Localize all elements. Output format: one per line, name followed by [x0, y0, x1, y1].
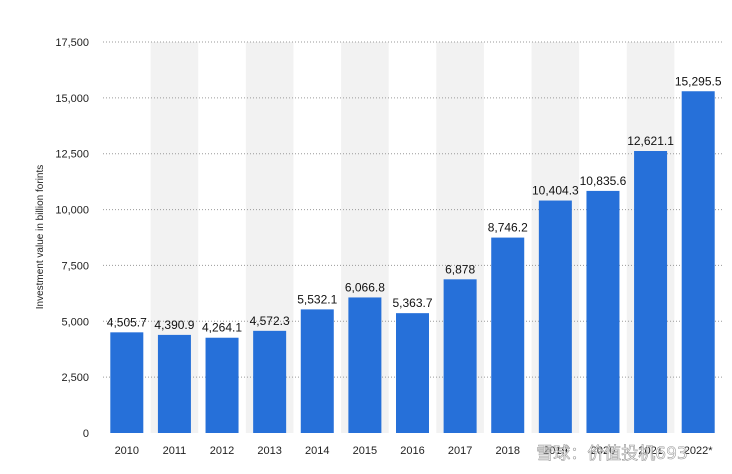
- x-tick-label: 2012: [210, 445, 234, 457]
- data-label: 6,066.8: [345, 280, 385, 294]
- bar-2021: [634, 151, 668, 434]
- y-tick-label: 10,000: [55, 205, 89, 217]
- y-tick-label: 0: [83, 428, 89, 440]
- data-label: 10,404.3: [532, 184, 579, 198]
- y-tick-label: 12,500: [55, 149, 89, 161]
- x-tick-label: 2016: [400, 445, 424, 457]
- data-label: 4,505.7: [107, 315, 147, 329]
- x-tick-label: 2014: [305, 445, 329, 457]
- bar-2013: [253, 330, 287, 433]
- data-label: 8,746.2: [488, 221, 528, 235]
- bar-2014: [300, 309, 334, 433]
- bar-2016: [396, 313, 429, 433]
- data-label: 6,878: [445, 262, 475, 276]
- x-tick-label: 2011: [163, 445, 187, 457]
- x-axis-ticks: 2010 2011 2012 2013 2014 2015 2016 2017 2018 2019…: [115, 445, 714, 457]
- x-tick-label: 2018: [495, 445, 519, 457]
- x-tick-label: 2017: [448, 445, 472, 457]
- bar-2020: [586, 190, 620, 433]
- bar-2012: [205, 337, 239, 433]
- data-label: 5,363.7: [392, 296, 432, 310]
- bar-2015: [348, 297, 382, 433]
- y-axis-ticks: 0 2,500 5,000 7,500 10,000 12,500 15,000 17,500: [55, 37, 89, 440]
- data-label: 10,835.6: [580, 174, 627, 188]
- x-tick-label: 2013: [257, 445, 281, 457]
- x-tick-label: 2020: [591, 445, 615, 457]
- y-tick-label: 17,500: [55, 37, 89, 49]
- data-label: 4,390.9: [154, 318, 194, 332]
- x-tick-label: 2010: [115, 445, 139, 457]
- x-tick-label: 2021: [638, 445, 662, 457]
- data-label: 15,295.5: [675, 74, 722, 88]
- bar-2017: [443, 279, 477, 433]
- y-tick-label: 15,000: [55, 93, 89, 105]
- bar-2011: [157, 334, 191, 433]
- x-tick-label: 2015: [353, 445, 377, 457]
- bars: [110, 91, 715, 434]
- bar-2010: [110, 332, 144, 433]
- bar-2022*: [681, 91, 715, 434]
- bar-2018: [491, 237, 525, 433]
- x-tick-label: 2019: [543, 445, 567, 457]
- data-label: 5,532.1: [297, 292, 337, 306]
- y-tick-label: 5,000: [61, 316, 89, 328]
- data-label: 4,572.3: [250, 314, 290, 328]
- data-label: 4,264.1: [202, 321, 242, 335]
- data-label: 12,621.1: [627, 134, 674, 148]
- watermark-text: 雪球：价值投机693: [536, 444, 687, 464]
- y-axis-label: Investment value in billion forints: [35, 165, 46, 310]
- bar-2019: [538, 200, 572, 433]
- x-tick-label: 2022*: [684, 445, 713, 457]
- y-tick-label: 2,500: [61, 372, 89, 384]
- y-tick-label: 7,500: [61, 260, 89, 272]
- data-labels: 4,505.7 4,390.9 4,264.1 4,572.3 5,532.1 6,066…: [107, 74, 722, 334]
